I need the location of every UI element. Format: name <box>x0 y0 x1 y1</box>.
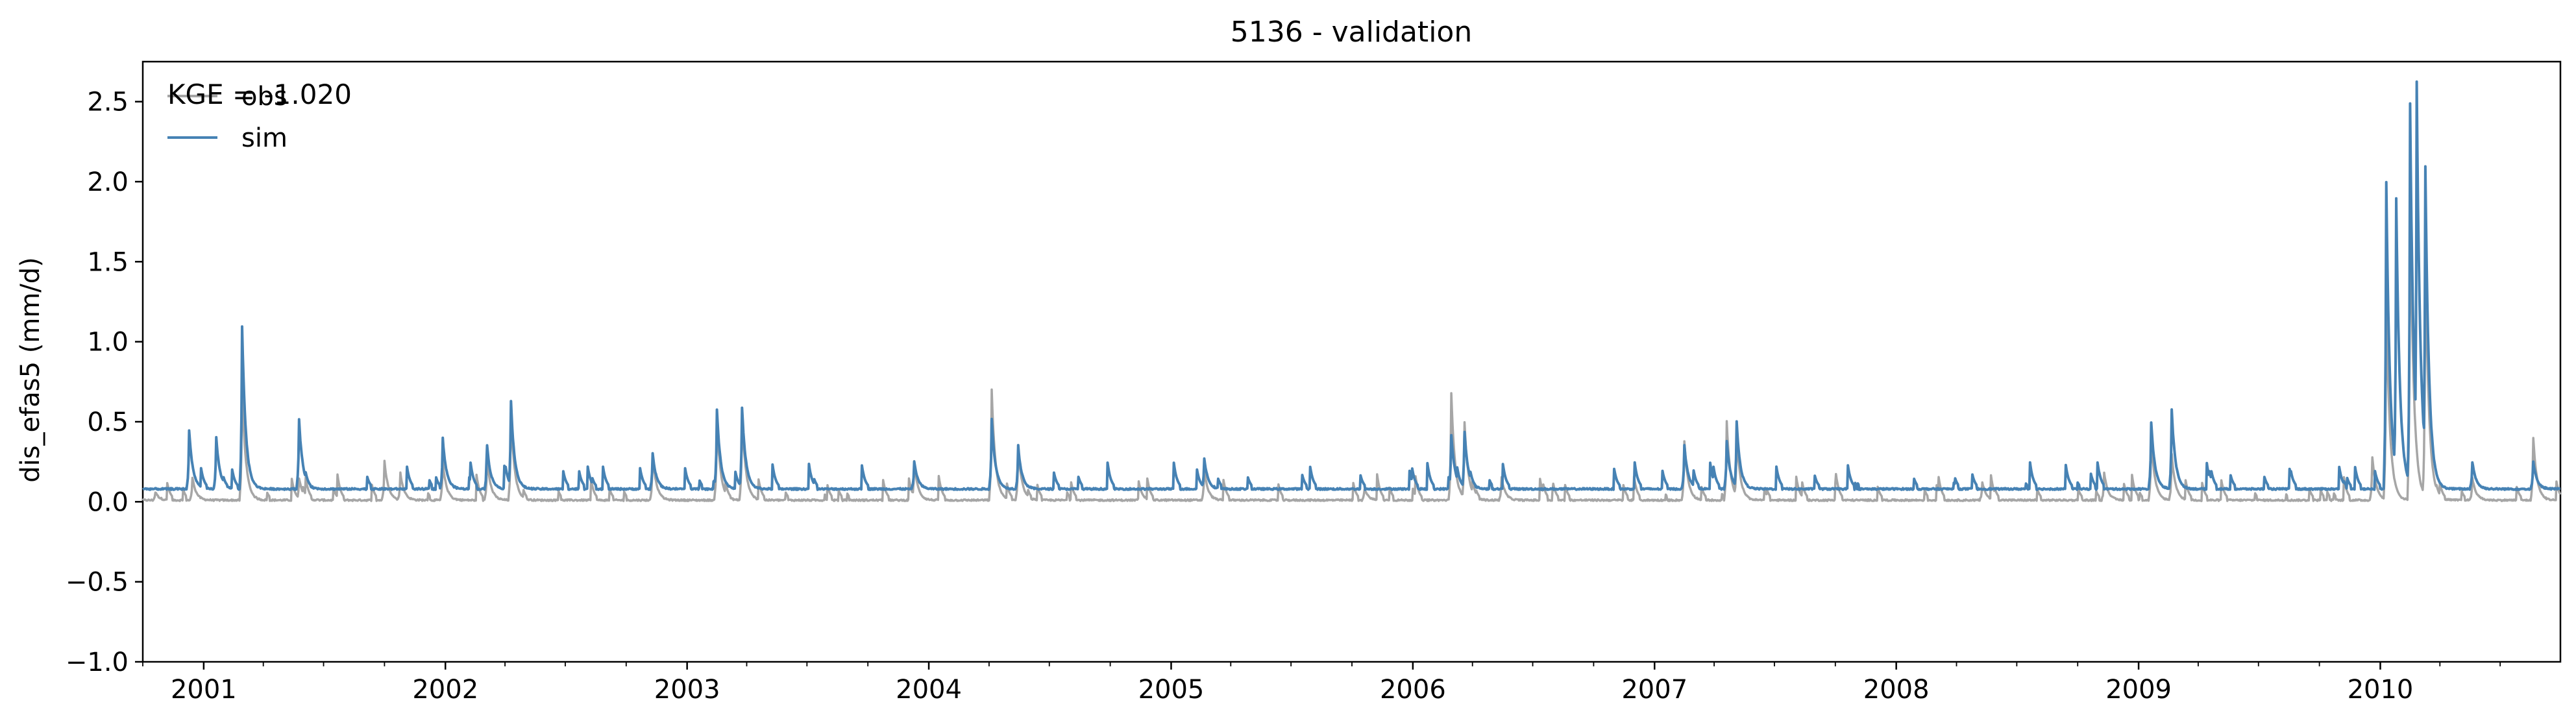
axes: −1.0 −0.5 0.0 0.5 1.0 1.5 2.0 2.5 2001 2002 2003 20… <box>66 88 2501 705</box>
legend-sim-label: sim <box>241 123 288 153</box>
y-tick-label: 1.5 <box>87 247 129 277</box>
x-tick-label: 2006 <box>1380 675 1446 705</box>
y-tick-label: 0.5 <box>87 407 129 437</box>
series-line-obs <box>141 189 2562 502</box>
x-tick-label: 2009 <box>2105 675 2172 705</box>
x-tick-label: 2008 <box>1863 675 1930 705</box>
legend-obs-label: obs <box>241 82 288 112</box>
x-tick-label: 2001 <box>171 675 237 705</box>
legend: obs sim KGE = -1.020 <box>167 79 352 153</box>
x-tick-label: 2010 <box>2348 675 2414 705</box>
x-tick-label: 2005 <box>1138 675 1205 705</box>
plot-frame <box>141 60 2562 663</box>
y-tick-label: −1.0 <box>66 648 129 677</box>
y-axis-label: dis_efas5 (mm/d) <box>16 257 45 483</box>
plot-area <box>141 60 2562 663</box>
series-lines <box>141 80 2562 502</box>
y-tick-label: 2.0 <box>87 167 129 197</box>
x-tick-label: 2007 <box>1621 675 1687 705</box>
series-line-sim <box>142 80 2561 491</box>
y-tick-label: 0.0 <box>87 487 129 517</box>
x-tick-label: 2003 <box>654 675 720 705</box>
y-tick-label: −0.5 <box>66 568 129 598</box>
x-tick-label: 2004 <box>896 675 962 705</box>
x-tick-label: 2002 <box>412 675 478 705</box>
chart-title: 5136 - validation <box>1231 16 1472 49</box>
y-tick-label: 1.0 <box>87 328 129 358</box>
y-tick-label: 2.5 <box>87 88 129 117</box>
kge-annotation: KGE = -1.020 <box>167 79 352 110</box>
